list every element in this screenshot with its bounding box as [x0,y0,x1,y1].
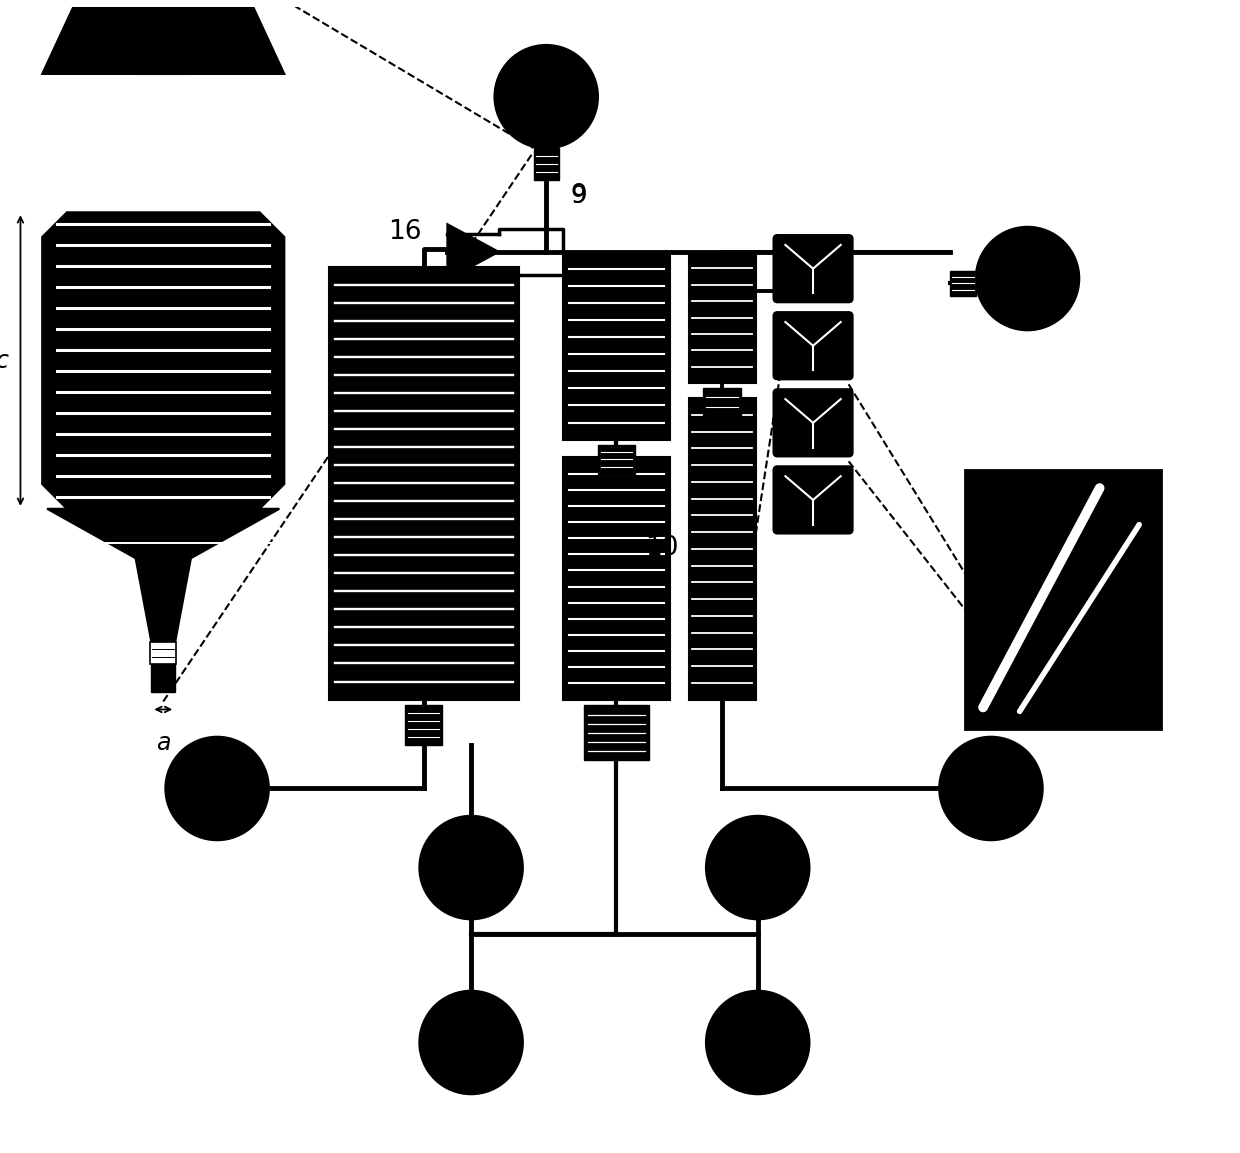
Text: 16: 16 [388,219,422,246]
Bar [584,706,649,760]
Bar [151,664,175,692]
Bar [329,266,518,700]
Bar [534,148,558,180]
Bar [598,445,635,474]
FancyBboxPatch shape [774,390,853,457]
Circle shape [495,45,598,148]
Bar [688,398,755,700]
Polygon shape [42,212,284,508]
Bar [950,271,976,296]
Circle shape [976,227,1079,330]
FancyBboxPatch shape [774,235,853,302]
Polygon shape [135,558,191,642]
Bar [138,20,188,74]
Text: 9: 9 [570,182,587,209]
Text: 17: 17 [1106,611,1140,638]
Polygon shape [42,5,284,74]
Bar [563,458,670,700]
Bar [688,251,755,383]
Circle shape [166,737,269,839]
Text: 10: 10 [645,535,678,562]
Bar [563,251,670,439]
Bar [965,470,1161,729]
FancyBboxPatch shape [774,312,853,379]
Text: c: c [0,348,9,372]
Circle shape [707,992,810,1094]
Text: 9: 9 [570,183,585,208]
Circle shape [419,992,522,1094]
Bar [150,642,176,664]
Polygon shape [47,508,279,558]
Text: a: a [156,731,171,755]
Circle shape [419,816,522,919]
FancyBboxPatch shape [774,466,853,534]
Circle shape [940,737,1043,839]
Circle shape [707,816,810,919]
Bar [405,706,443,745]
Bar [703,389,742,416]
Polygon shape [448,224,498,279]
